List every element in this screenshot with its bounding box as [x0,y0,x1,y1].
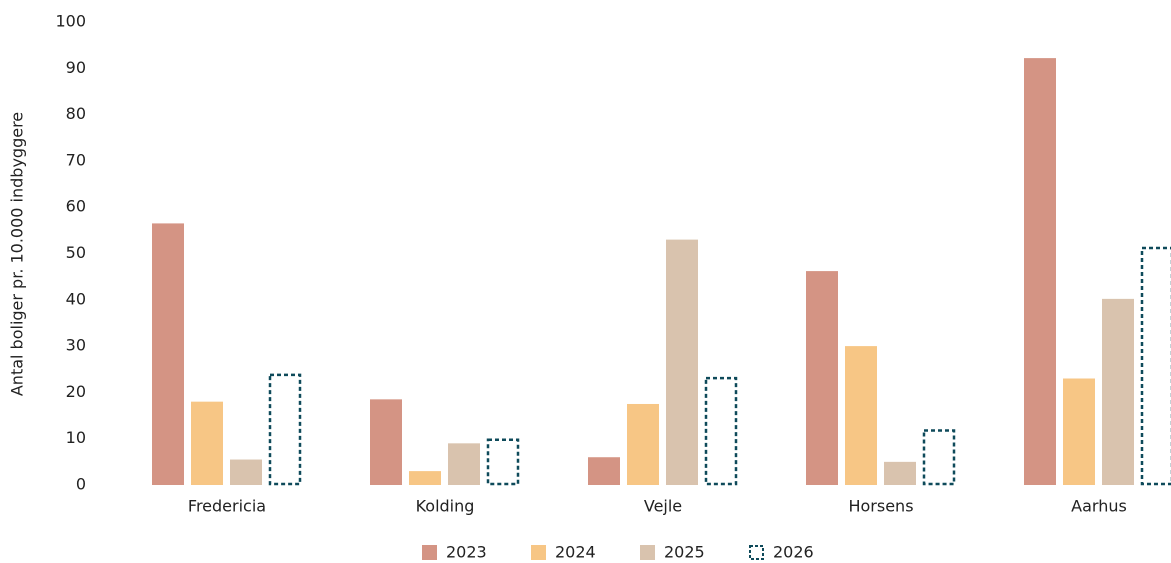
y-axis-label: Antal boliger pr. 10.000 indbyggere [8,112,27,396]
legend-label: 2024 [555,543,596,562]
bar [922,429,956,486]
y-tick-label: 40 [66,289,86,308]
bar [230,459,262,485]
bar [486,438,520,486]
bar [627,403,659,485]
bar [806,271,838,485]
y-tick-label: 80 [66,104,86,123]
x-tick-label: Fredericia [188,497,266,516]
legend-swatch [531,545,546,560]
legend-swatch [749,545,764,560]
bar [1063,378,1095,485]
bar [704,376,738,486]
bar [884,461,916,485]
legend-swatch [422,545,437,560]
y-tick-label: 20 [66,382,86,401]
bar [666,239,698,485]
y-tick-label: 70 [66,150,86,169]
x-tick-label: Vejle [644,497,682,516]
bar [191,401,223,485]
bar [588,457,620,485]
bar [1024,58,1056,485]
bar [1102,298,1134,485]
legend-label: 2026 [773,543,814,562]
y-tick-label: 10 [66,428,86,447]
bar [845,346,877,485]
x-tick-label: Horsens [848,497,913,516]
bar [1140,246,1171,486]
bar [370,399,402,485]
y-tick-label: 100 [55,12,86,31]
bar [409,471,441,485]
legend-label: 2025 [664,543,705,562]
y-tick-label: 30 [66,336,86,355]
legend-swatch [640,545,655,560]
x-tick-label: Aarhus [1071,497,1127,516]
y-tick-label: 60 [66,197,86,216]
x-tick-label: Kolding [416,497,475,516]
bar [448,443,480,485]
legend-label: 2023 [446,543,487,562]
bar [152,223,184,485]
y-tick-label: 90 [66,58,86,77]
y-tick-label: 50 [66,243,86,262]
y-tick-label: 0 [76,475,86,494]
bar [268,373,302,486]
